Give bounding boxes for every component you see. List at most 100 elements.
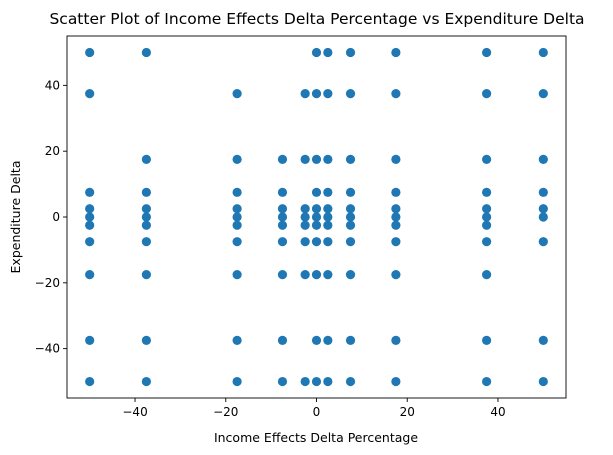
data-point	[482, 269, 492, 280]
x-tick-label: 40	[490, 405, 505, 419]
data-point	[141, 187, 151, 197]
data-point	[232, 376, 242, 387]
data-point	[311, 376, 322, 387]
data-point	[300, 204, 310, 214]
data-point	[391, 237, 401, 247]
data-point	[482, 335, 492, 346]
data-point	[323, 187, 333, 197]
data-point	[141, 269, 151, 280]
data-point	[232, 212, 242, 222]
data-point	[232, 220, 242, 230]
data-point	[85, 376, 95, 387]
data-point	[538, 204, 548, 214]
y-tick-label: −40	[35, 342, 60, 356]
data-point	[300, 88, 310, 99]
data-point	[311, 47, 322, 58]
data-point	[311, 212, 322, 222]
data-point	[85, 269, 95, 280]
data-point	[538, 88, 548, 99]
data-point	[311, 187, 322, 197]
data-point	[85, 187, 95, 197]
data-point	[323, 204, 333, 214]
y-axis-label: Expenditure Delta	[8, 161, 23, 274]
data-point	[277, 237, 288, 247]
y-tick-label: 20	[45, 144, 60, 158]
data-point	[277, 269, 288, 280]
data-point	[391, 187, 401, 197]
data-point	[277, 187, 288, 197]
data-point	[482, 187, 492, 197]
data-point	[141, 237, 151, 247]
data-point	[277, 154, 288, 165]
data-point	[391, 220, 401, 230]
data-point	[300, 220, 310, 230]
data-point	[391, 154, 401, 165]
data-point	[538, 47, 548, 58]
data-points	[85, 47, 548, 387]
data-point	[232, 88, 242, 99]
x-tick-label: −20	[213, 405, 238, 419]
data-point	[300, 376, 310, 387]
data-point	[277, 212, 288, 222]
y-tick-label: −20	[35, 276, 60, 290]
data-point	[391, 376, 401, 387]
data-point	[300, 212, 310, 222]
data-point	[345, 204, 356, 214]
data-point	[482, 154, 492, 165]
data-point	[323, 237, 333, 247]
data-point	[538, 335, 548, 346]
data-point	[391, 204, 401, 214]
data-point	[391, 335, 401, 346]
data-point	[391, 269, 401, 280]
data-point	[85, 335, 95, 346]
data-point	[85, 47, 95, 58]
data-point	[323, 220, 333, 230]
data-point	[345, 237, 356, 247]
data-point	[277, 220, 288, 230]
data-point	[141, 212, 151, 222]
data-point	[311, 88, 322, 99]
data-point	[323, 212, 333, 222]
data-point	[141, 220, 151, 230]
data-point	[300, 237, 310, 247]
data-point	[311, 237, 322, 247]
data-point	[232, 237, 242, 247]
data-point	[482, 376, 492, 387]
data-point	[141, 376, 151, 387]
data-point	[482, 204, 492, 214]
data-point	[538, 237, 548, 247]
data-point	[232, 204, 242, 214]
data-point	[85, 237, 95, 247]
data-point	[391, 88, 401, 99]
data-point	[323, 154, 333, 165]
data-point	[85, 204, 95, 214]
data-point	[323, 269, 333, 280]
data-point	[141, 154, 151, 165]
data-point	[345, 335, 356, 346]
data-point	[232, 187, 242, 197]
data-point	[277, 204, 288, 214]
data-point	[482, 212, 492, 222]
data-point	[232, 269, 242, 280]
data-point	[345, 220, 356, 230]
data-point	[311, 220, 322, 230]
data-point	[482, 237, 492, 247]
data-point	[345, 88, 356, 99]
x-tick-label: −40	[122, 405, 147, 419]
x-axis-label: Income Effects Delta Percentage	[214, 430, 418, 445]
data-point	[482, 220, 492, 230]
data-point	[141, 335, 151, 346]
y-tick-label: 0	[52, 210, 60, 224]
data-point	[300, 154, 310, 165]
data-point	[538, 154, 548, 165]
data-point	[85, 88, 95, 99]
data-point	[345, 187, 356, 197]
data-point	[345, 212, 356, 222]
data-point	[277, 376, 288, 387]
data-point	[311, 269, 322, 280]
data-point	[391, 212, 401, 222]
data-point	[300, 269, 310, 280]
data-point	[345, 154, 356, 165]
data-point	[482, 88, 492, 99]
